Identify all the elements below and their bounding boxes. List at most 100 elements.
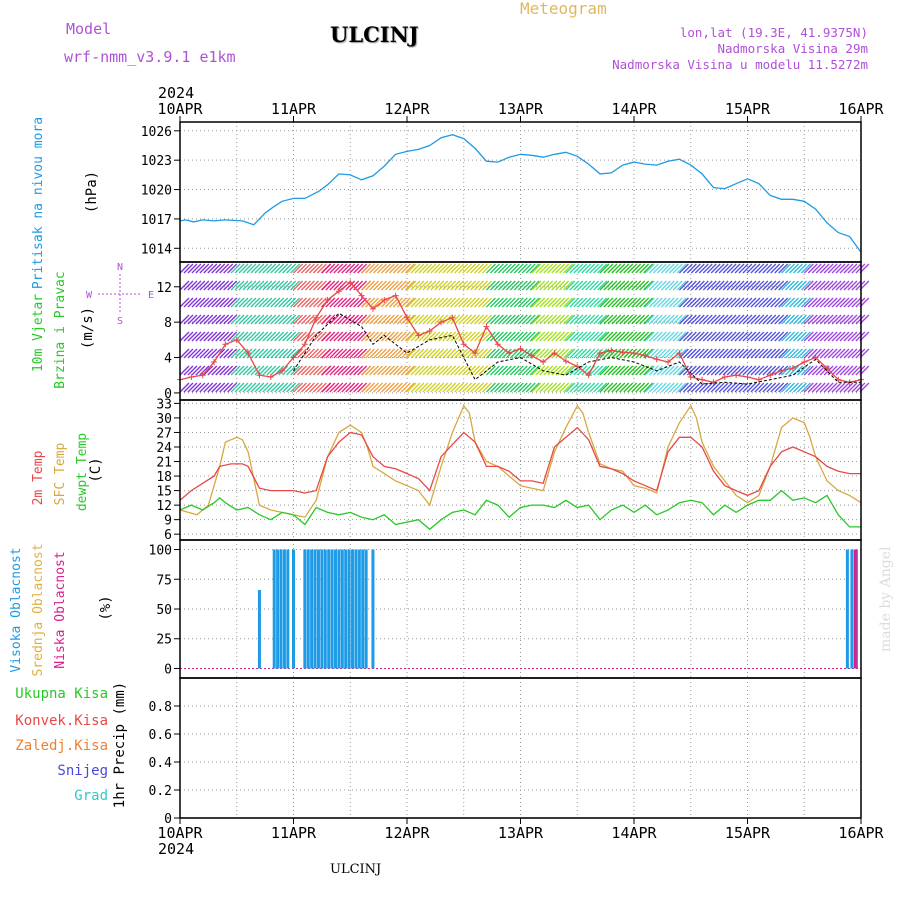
wind-arrow: [238, 382, 249, 393]
wind-arrow: [478, 297, 488, 308]
wind-arrow: [341, 297, 352, 308]
wind-arrow: [611, 280, 622, 291]
wind-arrow: [406, 348, 417, 359]
temp-unit: (C): [88, 457, 104, 482]
wind-arrow: [470, 263, 481, 274]
wind-arrow: [754, 365, 765, 376]
wind-arrow: [219, 280, 230, 291]
wind-arrow: [668, 280, 679, 291]
wind-arrow: [357, 382, 368, 393]
wind-arrow: [789, 382, 799, 393]
wind-arrow: [230, 331, 241, 342]
wind-arrow: [183, 280, 194, 291]
wind-arrow: [388, 263, 399, 274]
wind-arrow: [325, 263, 336, 274]
wind-arrow: [722, 382, 733, 393]
wind-arrow: [227, 382, 238, 393]
wind-arrow: [539, 382, 550, 393]
wind-arrow: [414, 382, 425, 393]
wind-arrow: [179, 331, 190, 342]
wind-arrow: [485, 297, 496, 308]
wind-arrow: [573, 331, 584, 342]
wind-arrow: [384, 314, 395, 325]
wind-arrow: [446, 348, 457, 359]
wind-arrow: [770, 280, 781, 291]
wind-arrow: [450, 365, 461, 376]
compass-s: S: [117, 316, 123, 327]
wind-arrow: [337, 365, 348, 376]
wind-arrow: [525, 382, 536, 393]
high_cloud-bar: [323, 549, 327, 669]
wind-arrow: [531, 382, 542, 393]
wind-arrow: [215, 382, 226, 393]
wind-arrow: [254, 280, 265, 291]
wind-arrow: [179, 297, 190, 308]
wind-arrow: [270, 263, 281, 274]
wind-arrow: [754, 263, 765, 274]
wind-arrow: [698, 297, 709, 308]
wind-arrow: [381, 365, 391, 376]
wind-arrow: [250, 280, 261, 291]
wind-arrow: [847, 263, 858, 274]
wind-arrow: [493, 348, 504, 359]
wind-arrow: [187, 331, 198, 342]
wind-arrow: [702, 331, 713, 342]
wind-arrow: [551, 382, 562, 393]
wind-arrow: [406, 314, 417, 325]
high_cloud-bar: [330, 549, 334, 669]
wind-arrow: [815, 297, 826, 308]
wind-arrow: [607, 297, 618, 308]
wind-arrow: [404, 297, 415, 308]
wind-arrow: [686, 297, 697, 308]
wind-arrow: [573, 348, 584, 359]
wind-arrow: [262, 297, 273, 308]
wind-speed-marker: [574, 363, 581, 370]
wind-arrow: [478, 365, 488, 376]
wind-arrow: [450, 331, 461, 342]
wind-arrow: [450, 280, 461, 291]
wind-arrow: [446, 365, 457, 376]
wind-speed-marker: [301, 341, 308, 348]
wind-arrow: [730, 348, 741, 359]
wind-arrow: [312, 263, 323, 274]
y-tick-label: 6: [164, 528, 172, 543]
wind-arrow: [762, 314, 773, 325]
wind-arrow: [434, 331, 445, 342]
wind-arrow: [581, 297, 592, 308]
wind-arrow: [430, 297, 441, 308]
wind-arrow: [517, 314, 528, 325]
wind-arrow: [321, 348, 332, 359]
wind-arrow: [819, 348, 830, 359]
wind-arrow: [442, 297, 453, 308]
wind-arrow: [758, 382, 769, 393]
wind-arrow: [219, 382, 230, 393]
wind-arrow: [246, 365, 257, 376]
y-tick-label: 27: [156, 426, 172, 441]
wind-arrow: [434, 365, 445, 376]
wind-arrow: [482, 314, 492, 325]
wind-arrow: [611, 382, 622, 393]
wind-arrow: [191, 263, 202, 274]
wind-arrow: [462, 314, 473, 325]
wind-arrow: [242, 365, 253, 376]
wind-arrow: [388, 365, 399, 376]
wind-arrow: [615, 314, 626, 325]
wind-arrow: [815, 382, 826, 393]
wind-arrow: [531, 263, 542, 274]
wind-arrow: [807, 297, 818, 308]
wind-arrow: [478, 348, 488, 359]
wind-speed-marker: [494, 341, 501, 348]
wind-arrow: [819, 297, 830, 308]
wind-arrow: [195, 365, 206, 376]
wind-arrow: [698, 365, 709, 376]
wind-arrow: [793, 280, 803, 291]
wind-arrow: [304, 365, 315, 376]
wind-arrow: [785, 382, 795, 393]
wind-arrow: [648, 280, 659, 291]
wind-arrow: [746, 314, 757, 325]
wind-arrow: [668, 263, 679, 274]
wind-arrow: [789, 263, 799, 274]
wind-arrow: [219, 297, 230, 308]
wind-arrow: [262, 365, 273, 376]
